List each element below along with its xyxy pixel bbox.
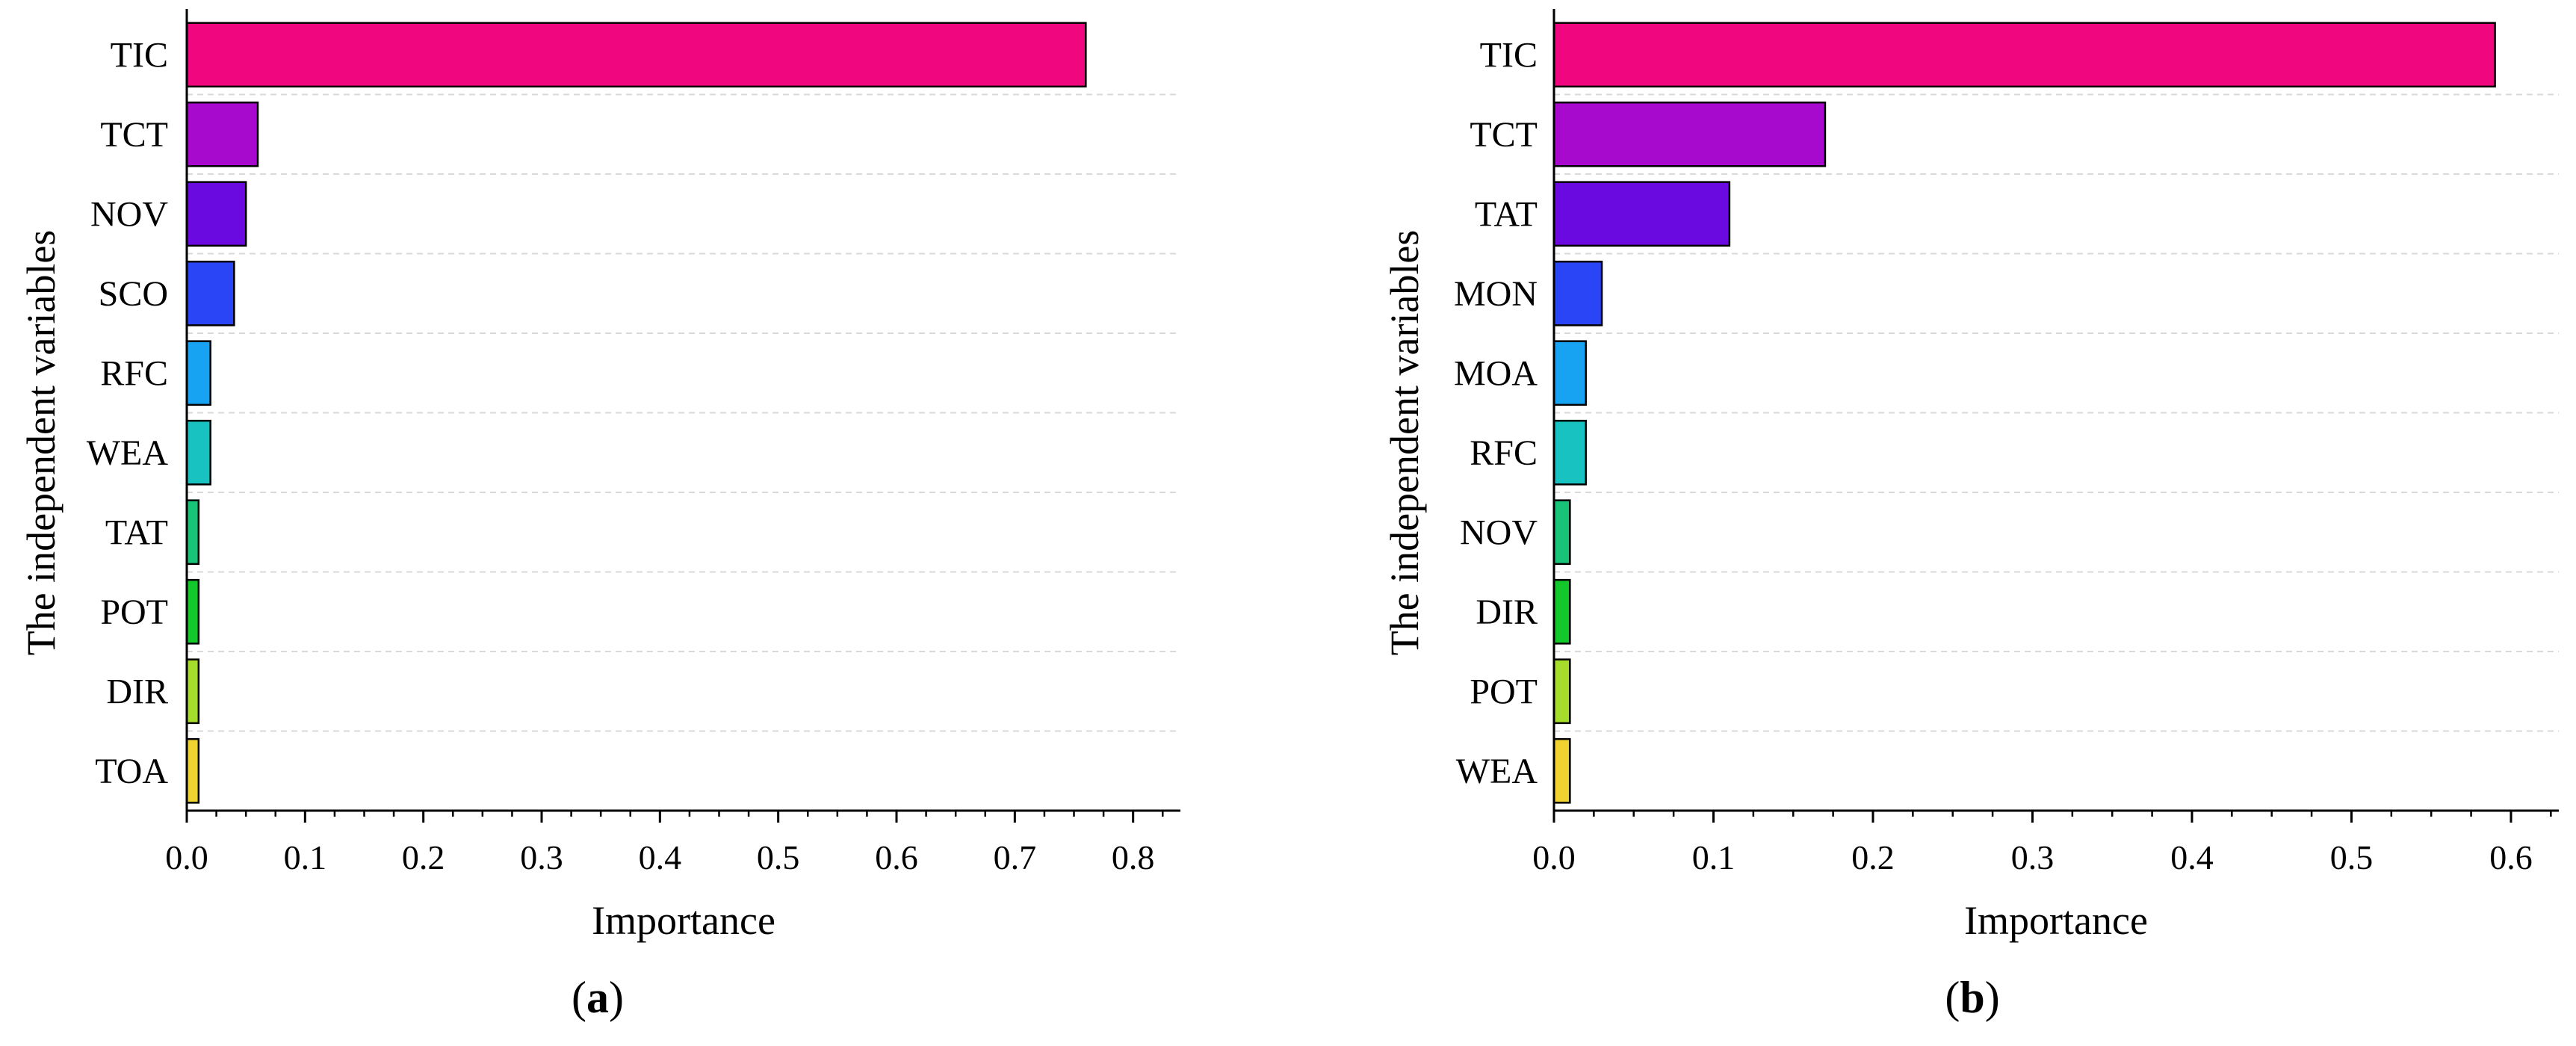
category-label-tat: TAT (1475, 194, 1538, 234)
category-label-sco: SCO (99, 274, 168, 314)
category-label-dir: DIR (106, 672, 168, 711)
bar-toa (185, 737, 200, 804)
panel-label: (a) (572, 973, 624, 1022)
panel-letter: b (1960, 973, 1984, 1022)
y-axis-title: The independent variables (19, 230, 64, 656)
panel-letter: a (586, 973, 609, 1022)
x-tick-label: 0.2 (402, 838, 445, 876)
x-tick-label: 0.6 (875, 838, 918, 876)
x-tick-label: 0.2 (1851, 838, 1895, 876)
bar-nov (185, 181, 247, 247)
category-label-moa: MOA (1454, 353, 1538, 393)
x-tick-label: 0.8 (1112, 838, 1155, 876)
chart-panel-b: TIC TCT TAT MON MOA RFC NOV DIR POT WEA 0.0 0.1 0.2 0… (1382, 9, 2559, 1022)
x-tick-label: 0.3 (520, 838, 563, 876)
panel-label: (b) (1945, 973, 1999, 1022)
category-label-pot: POT (100, 592, 168, 632)
bar-dir (1552, 578, 1571, 645)
bar-pot (185, 578, 200, 645)
category-label-tic: TIC (111, 35, 168, 75)
category-label-toa: TOA (95, 752, 168, 791)
x-tick-label: 0.0 (1532, 838, 1576, 876)
bar-tat (185, 499, 200, 566)
bar-tic (185, 22, 1087, 88)
chart-panel-a: TIC TCT NOV SCO RFC WEA TAT POT DIR TOA 0.0 0.1 0.2 0… (19, 9, 1180, 1022)
bar-rfc (1552, 419, 1587, 486)
category-label-nov: NOV (90, 194, 168, 234)
bar-tat (1552, 181, 1731, 247)
bar-mon (1552, 260, 1603, 327)
bar-wea (1552, 737, 1571, 804)
category-label-nov: NOV (1460, 513, 1538, 552)
x-tick-label: 0.4 (639, 838, 682, 876)
x-tick-label: 0.4 (2170, 838, 2214, 876)
x-tick-label: 0.3 (2011, 838, 2055, 876)
x-tick-label: 0.7 (994, 838, 1037, 876)
x-tick-label: 0.1 (284, 838, 327, 876)
bar-tct (185, 101, 259, 167)
bar-wea (185, 419, 211, 486)
x-axis-title: Importance (592, 898, 775, 943)
x-tick-label: 0.5 (2330, 838, 2374, 876)
category-label-mon: MON (1454, 274, 1538, 314)
x-tick-label: 0.0 (165, 838, 208, 876)
x-tick-label: 0.5 (757, 838, 800, 876)
bar-rfc (185, 340, 211, 406)
category-label-rfc: RFC (1470, 433, 1538, 473)
y-axis-title: The independent variables (1382, 230, 1427, 656)
bar-pot (1552, 658, 1571, 725)
category-label-tic: TIC (1480, 35, 1538, 75)
category-label-wea: WEA (1456, 752, 1538, 791)
category-label-wea: WEA (87, 433, 169, 473)
x-tick-label: 0.1 (1692, 838, 1736, 876)
category-label-tat: TAT (105, 513, 168, 552)
category-label-tct: TCT (1470, 115, 1538, 155)
bar-tic (1552, 22, 2496, 88)
bar-tct (1552, 101, 1827, 167)
category-label-rfc: RFC (100, 353, 168, 393)
x-tick-label: 0.6 (2489, 838, 2533, 876)
bar-dir (185, 658, 200, 725)
category-label-dir: DIR (1476, 592, 1538, 632)
category-label-tct: TCT (100, 115, 168, 155)
bar-sco (185, 260, 235, 327)
category-label-pot: POT (1470, 672, 1538, 711)
bar-moa (1552, 340, 1587, 406)
bar-nov (1552, 499, 1571, 566)
x-axis-title: Importance (1964, 898, 2148, 943)
